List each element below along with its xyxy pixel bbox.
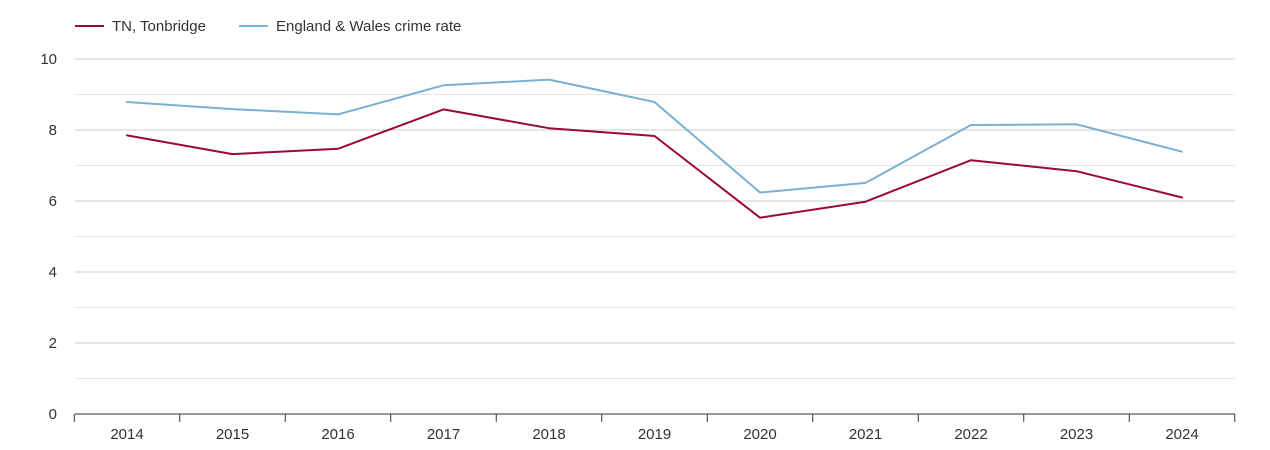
- x-tick-label-2022: 2022: [954, 426, 987, 443]
- gridlines: [75, 58, 1235, 379]
- legend-item-england-wales[interactable]: England & Wales crime rate: [239, 18, 461, 35]
- y-axis-tick-labels: 0 2 4 6 8 10: [40, 51, 57, 423]
- y-tick-label-0: 0: [49, 406, 57, 423]
- x-tick-label-2017: 2017: [427, 426, 460, 443]
- y-tick-label-4: 4: [49, 264, 57, 281]
- x-tick-label-2018: 2018: [532, 426, 565, 443]
- legend-label-tonbridge: TN, Tonbridge: [112, 18, 206, 35]
- x-tick-label-2021: 2021: [849, 426, 882, 443]
- x-tick-label-2019: 2019: [638, 426, 671, 443]
- x-axis-ticks: 2014 2015 2016 2017 2018 2019 2020 2021 2022 2023…: [73, 414, 1236, 443]
- series-line-tn-tonbridge[interactable]: [126, 108, 1183, 219]
- legend-label-england-wales: England & Wales crime rate: [276, 18, 461, 35]
- series-line-england-wales-crime-rate[interactable]: [126, 78, 1183, 194]
- y-tick-label-8: 8: [49, 122, 57, 139]
- x-tick-label-2016: 2016: [321, 426, 354, 443]
- x-tick-label-2020: 2020: [743, 426, 776, 443]
- x-tick-label-2024: 2024: [1165, 426, 1198, 443]
- x-tick-label-2015: 2015: [216, 426, 249, 443]
- x-tick-label-2023: 2023: [1060, 426, 1093, 443]
- y-tick-label-10: 10: [40, 51, 57, 68]
- legend-item-tonbridge[interactable]: TN, Tonbridge: [75, 18, 206, 35]
- y-tick-label-2: 2: [49, 335, 57, 352]
- x-tick-label-2014: 2014: [110, 426, 143, 443]
- y-tick-label-6: 6: [49, 193, 57, 210]
- legend: TN, Tonbridge England & Wales crime rate: [75, 18, 461, 35]
- series-lines: [126, 78, 1183, 219]
